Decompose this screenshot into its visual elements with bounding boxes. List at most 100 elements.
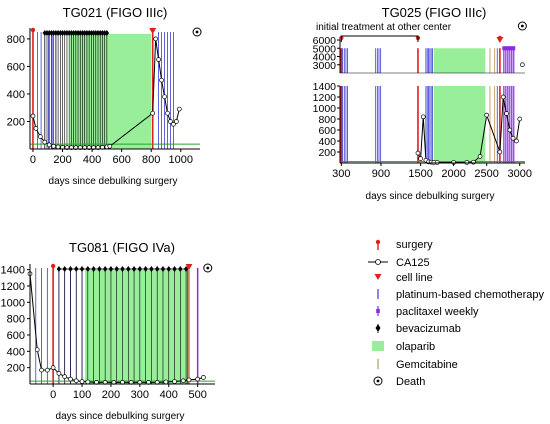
y-tick-label: 600 bbox=[318, 125, 336, 137]
ca125-point bbox=[62, 374, 68, 379]
ca125-point bbox=[34, 347, 40, 353]
ca125-point bbox=[176, 106, 182, 112]
bevacizumab-marker bbox=[160, 266, 166, 272]
y-tick-label: 5000 bbox=[313, 43, 337, 55]
circled-dot-icon bbox=[373, 376, 383, 386]
surgery-marker bbox=[30, 27, 36, 33]
cell-line-marker bbox=[496, 37, 504, 43]
death-legend-dot bbox=[376, 379, 380, 383]
bevacizumab-marker bbox=[93, 30, 98, 36]
ca125-point bbox=[163, 379, 169, 385]
bevacizumab-marker bbox=[126, 266, 131, 272]
x-tick-label: 400 bbox=[83, 154, 101, 166]
initial-treatment-bracket bbox=[340, 35, 419, 42]
bevacizumab-marker bbox=[73, 30, 79, 36]
ca125-point bbox=[37, 134, 43, 139]
bevacizumab-marker bbox=[114, 266, 119, 272]
bevacizumab-legend-diamond bbox=[375, 324, 381, 332]
bevacizumab-marker bbox=[89, 30, 94, 36]
death-marker bbox=[517, 21, 527, 31]
death-marker bbox=[192, 27, 202, 37]
ca125-point bbox=[477, 154, 483, 159]
x-tick-label: 3000 bbox=[507, 168, 531, 180]
panel-title: TG021 (FIGO IIIc) bbox=[63, 5, 168, 20]
red-triangle-icon bbox=[374, 274, 382, 280]
ca125-point bbox=[180, 378, 186, 384]
bevacizumab-marker bbox=[84, 30, 90, 36]
bevacizumab-marker bbox=[64, 30, 70, 36]
plot-area: 200 400 600 800 0 200 400 600 800 1000 bbox=[7, 27, 202, 166]
ca125-point bbox=[39, 367, 44, 373]
cell-line-marker bbox=[149, 28, 157, 34]
ca125-point bbox=[415, 150, 421, 156]
bevacizumab-marker bbox=[69, 30, 74, 36]
paclitaxel-marker bbox=[502, 46, 506, 51]
bevacizumab-marker bbox=[183, 266, 189, 272]
purple-line-icon bbox=[376, 306, 380, 316]
ca125-point bbox=[517, 116, 523, 122]
plot-area: 3000400050006000200400600800100012001400… bbox=[313, 21, 532, 180]
y-tick-label: 600 bbox=[7, 330, 25, 342]
bevacizumab-marker bbox=[131, 266, 137, 272]
bevacizumab-marker bbox=[82, 30, 87, 36]
paclitaxel-marker bbox=[508, 46, 512, 51]
plot-area: 200 400 600 800 1000 1200 1400 0 100 200 300 400 500 bbox=[1, 263, 215, 401]
y-tick-label: 1000 bbox=[313, 103, 337, 115]
bevacizumab-marker bbox=[98, 30, 103, 36]
olaparib-region bbox=[433, 86, 486, 163]
ca125-point bbox=[484, 112, 490, 118]
annotation-text: initial treatment at other center bbox=[316, 22, 452, 33]
ca125-point bbox=[46, 142, 52, 148]
y-tick-label: 1400 bbox=[313, 81, 337, 93]
cell-line-marker bbox=[185, 264, 193, 270]
ca125-point bbox=[73, 378, 79, 384]
y-tick-label: 800 bbox=[7, 314, 25, 326]
panel-title: TG025 (FIGO IIIc) bbox=[382, 5, 487, 20]
y-tick-label: 3000 bbox=[313, 60, 337, 72]
ca125-point bbox=[418, 156, 423, 161]
x-tick-label: 300 bbox=[332, 168, 350, 180]
bevacizumab-marker bbox=[66, 30, 72, 36]
ca125-point bbox=[79, 379, 85, 384]
legend-label-paclitaxel: paclitaxel weekly bbox=[396, 306, 479, 318]
bevacizumab-marker bbox=[49, 30, 54, 36]
x-tick-label: 200 bbox=[53, 154, 71, 166]
bevacizumab-marker bbox=[178, 266, 183, 272]
y-tick-label: 200 bbox=[7, 363, 25, 375]
death-legend-ring bbox=[373, 376, 383, 386]
bevacizumab-marker bbox=[58, 30, 63, 36]
death-marker-dot bbox=[206, 266, 210, 270]
ca125-point bbox=[471, 159, 476, 165]
paclitaxel-legend-box bbox=[376, 309, 380, 313]
bevacizumab-marker bbox=[86, 30, 92, 36]
x-tick-label: 1500 bbox=[408, 168, 432, 180]
paclitaxel-marker bbox=[510, 46, 514, 51]
x-axis-label: days since debulking surgery bbox=[366, 191, 495, 202]
ca125-point bbox=[150, 110, 156, 116]
bevacizumab-marker bbox=[78, 30, 83, 36]
ca125-point bbox=[500, 94, 506, 100]
ca125-point bbox=[156, 57, 161, 62]
ca125-point bbox=[107, 143, 113, 149]
legend-label-gemcitabine: Gemcitabine bbox=[396, 359, 458, 371]
x-tick-label: 500 bbox=[188, 389, 206, 401]
green-box-icon bbox=[372, 341, 384, 351]
ca125-point bbox=[514, 138, 519, 144]
ca125-point bbox=[173, 119, 179, 124]
y-tick-label: 6000 bbox=[313, 35, 337, 47]
ca125-point bbox=[162, 94, 167, 100]
black-diamond-icon bbox=[375, 324, 381, 333]
bevacizumab-marker bbox=[149, 266, 154, 272]
y-tick-label: 800 bbox=[7, 34, 25, 46]
x-tick-label: 800 bbox=[142, 154, 160, 166]
x-tick-label: 2000 bbox=[441, 168, 465, 180]
legend-label-cell_line: cell line bbox=[396, 272, 433, 284]
x-tick-label: 0 bbox=[50, 389, 56, 401]
y-tick-label: 1200 bbox=[313, 92, 337, 104]
bevacizumab-marker bbox=[75, 30, 81, 36]
death-marker bbox=[203, 263, 213, 273]
x-tick-label: 0 bbox=[30, 154, 36, 166]
ca125-point bbox=[186, 377, 192, 383]
bevacizumab-marker bbox=[80, 30, 85, 36]
